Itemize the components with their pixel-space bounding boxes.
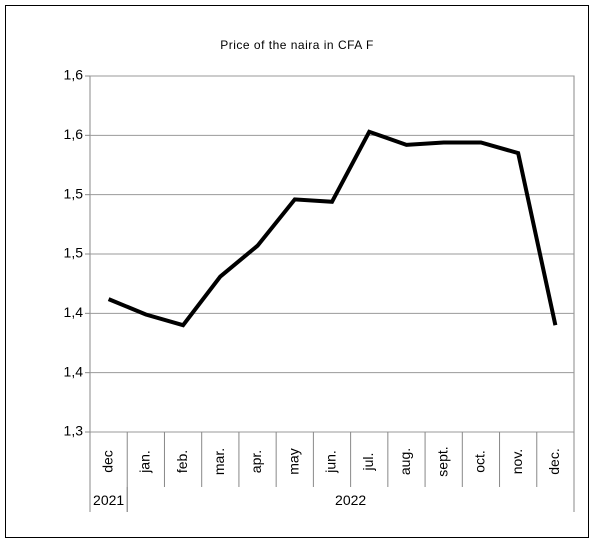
chart-title: Price of the naira in CFA F: [220, 38, 374, 52]
x-tick-label: jan.: [137, 450, 153, 474]
y-tick-label: 1,6: [64, 126, 84, 142]
y-tick-label: 1,5: [64, 245, 84, 261]
x-tick-label: dec.: [546, 448, 562, 474]
x-tick-label: oct.: [472, 450, 488, 473]
x-tick-label: sept.: [434, 446, 450, 476]
year-label: 2021: [93, 492, 124, 508]
x-tick-label: mar.: [211, 448, 227, 475]
y-tick-label: 1,3: [64, 423, 84, 439]
x-tick-label: dec: [99, 450, 115, 473]
x-tick-label: feb.: [174, 450, 190, 473]
y-tick-label: 1,6: [64, 67, 84, 83]
x-tick-label: jun.: [323, 450, 339, 474]
x-tick-label: nov.: [509, 449, 525, 474]
chart-frame: [5, 5, 589, 538]
year-label: 2022: [335, 492, 366, 508]
x-tick-label: aug.: [397, 448, 413, 475]
y-tick-label: 1,4: [64, 304, 84, 320]
y-tick-label: 1,4: [64, 363, 84, 379]
x-tick-label: jul.: [360, 453, 376, 472]
x-tick-label: may: [285, 448, 301, 474]
x-tick-label: apr.: [248, 450, 264, 473]
data-line: [107, 129, 558, 328]
y-tick-label: 1,5: [64, 185, 84, 201]
